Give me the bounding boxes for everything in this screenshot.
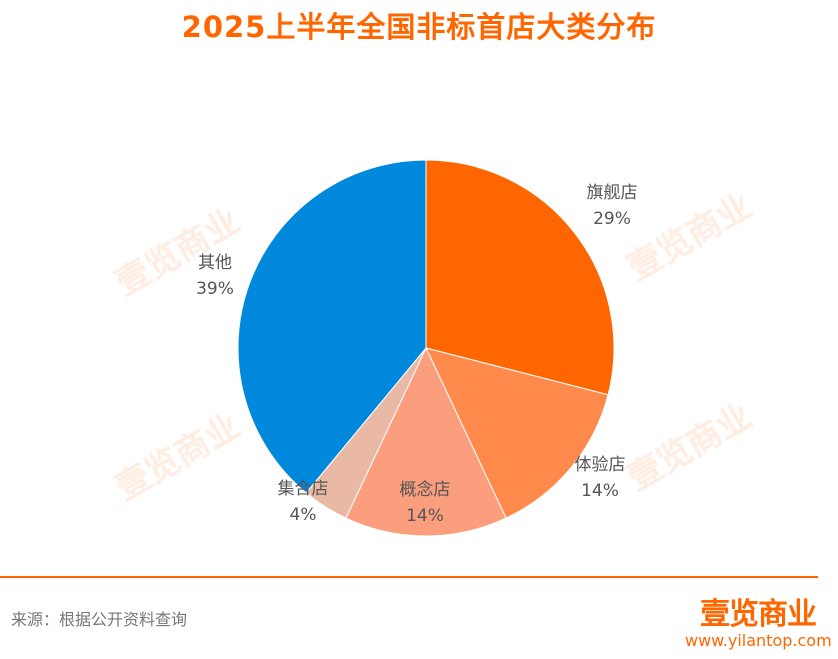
slice-value-label: 14% xyxy=(406,506,444,526)
pie-slice-1 xyxy=(425,159,615,396)
pie-chart: 旗舰店 29% 体验店 14% 概念店 14% 集合店 4% 其他 39% xyxy=(196,159,638,537)
source-note: 来源：根据公开资料查询 xyxy=(11,610,188,629)
slice-value-label: 4% xyxy=(290,505,317,525)
slice-name-label: 其他 xyxy=(198,253,232,273)
logo-url: www.yilantop.com xyxy=(685,631,832,650)
pie-slice-2 xyxy=(425,347,609,519)
slice-name-label: 集合店 xyxy=(278,479,329,499)
footer-divider xyxy=(0,576,818,578)
slice-name-label: 体验店 xyxy=(575,455,626,475)
slice-value-label: 14% xyxy=(581,481,619,501)
slice-name-label: 概念店 xyxy=(400,479,451,500)
slice-value-label: 29% xyxy=(593,209,631,229)
logo: 壹览商业 xyxy=(700,597,817,632)
pie-slice-3 xyxy=(345,346,507,537)
slice-name-label: 旗舰店 xyxy=(587,183,638,203)
pie-slice-5 xyxy=(237,159,427,494)
slice-value-label: 39% xyxy=(196,279,234,299)
chart-title: 2025上半年全国非标首店大类分布 xyxy=(181,10,657,44)
